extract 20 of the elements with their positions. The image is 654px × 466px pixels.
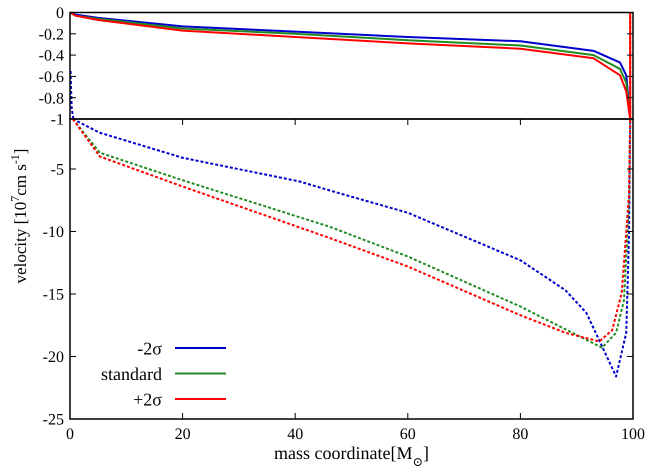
y-tick-label: -20: [42, 349, 64, 366]
y-tick-label: 0: [56, 5, 64, 22]
y-tick-label: -5: [50, 162, 64, 179]
legend-label: standard: [101, 364, 162, 384]
x-axis-title: mass coordinate[M$_{⊙}$]: [274, 443, 430, 466]
y-tick-label: -1: [50, 112, 64, 129]
legend-label: +2σ: [133, 389, 162, 410]
y-tick-label: -25: [42, 412, 64, 429]
x-tick-label: 20: [174, 426, 191, 443]
x-tick-label: 100: [621, 426, 645, 443]
y-tick-label: -0.2: [38, 26, 64, 44]
x-tick-label: 40: [287, 426, 304, 443]
x-tick-label: 80: [512, 426, 528, 443]
x-tick-label: 60: [400, 426, 416, 443]
y-tick-label: -10: [42, 224, 64, 242]
legend-label: -2σ: [137, 338, 162, 358]
y-tick-label: -0.6: [38, 69, 64, 86]
y-tick-label: -0.8: [38, 90, 64, 108]
y-tick-label: -0.4: [38, 48, 64, 65]
y-tick-label: -15: [42, 286, 64, 304]
